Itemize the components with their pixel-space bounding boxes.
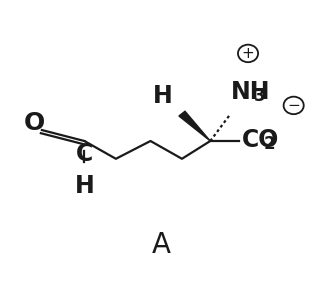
Text: H: H [153, 84, 172, 108]
Text: −: − [287, 98, 300, 113]
Text: NH: NH [231, 80, 270, 104]
Text: 2: 2 [263, 135, 275, 153]
Text: 3: 3 [253, 87, 265, 105]
Text: +: + [242, 46, 255, 61]
Text: CO: CO [242, 128, 279, 152]
Polygon shape [179, 111, 210, 141]
Text: H: H [75, 174, 94, 198]
Text: C: C [76, 142, 93, 166]
Text: O: O [24, 111, 45, 135]
Text: A: A [152, 231, 171, 259]
